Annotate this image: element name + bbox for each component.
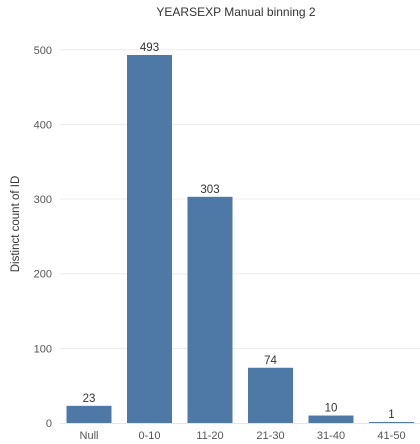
bars [66,54,414,424]
data-labels: 23 493 303 74 10 1 [83,42,395,421]
x-tick-label: 21-30 [256,430,284,442]
data-label: 74 [264,355,277,367]
data-label: 23 [83,393,96,405]
bar [308,415,354,423]
y-tick-label: 400 [34,119,52,131]
x-tick-label: Null [80,430,99,442]
bar [66,405,112,423]
x-tick-label: 11-20 [196,430,223,442]
y-axis-label: Distinct count of ID [10,176,22,273]
x-axis-ticks: Null 0-10 11-20 21-30 31-40 41-50 [80,430,406,442]
data-label: 10 [325,403,338,415]
y-tick-label: 300 [34,194,52,206]
bar [127,54,172,424]
y-tick-label: 0 [46,418,52,430]
chart-title: YEARSEXP Manual binning 2 [156,5,316,19]
data-label: 303 [200,184,219,196]
x-tick-label: 0-10 [138,430,160,442]
y-tick-label: 500 [34,45,52,57]
data-label: 1 [388,409,394,421]
bar [187,196,233,423]
data-label: 493 [140,42,159,54]
x-tick-label: 41-50 [377,430,405,442]
x-tick-label: 31-40 [317,430,345,442]
y-tick-label: 100 [34,343,52,355]
bar [248,367,293,423]
bar [369,422,414,423]
y-axis-ticks: 0 100 200 300 400 500 [34,45,52,430]
y-tick-label: 200 [34,269,52,281]
gridlines [60,49,420,424]
